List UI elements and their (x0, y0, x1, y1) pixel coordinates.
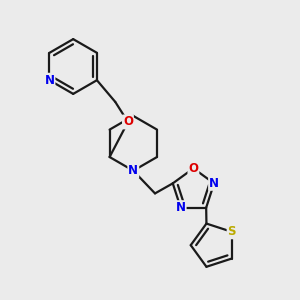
Text: S: S (228, 225, 236, 238)
Text: O: O (188, 162, 198, 175)
Text: N: N (209, 177, 219, 190)
Text: N: N (44, 74, 55, 87)
Text: N: N (176, 201, 186, 214)
Text: N: N (128, 164, 138, 177)
Text: O: O (123, 116, 133, 128)
